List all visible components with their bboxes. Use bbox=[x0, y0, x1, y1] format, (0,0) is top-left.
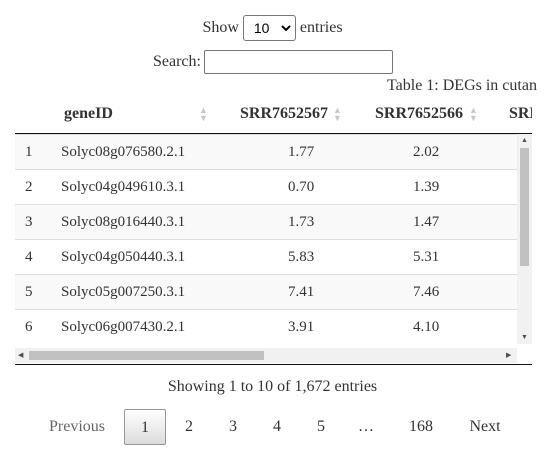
value-cell: 1.39 bbox=[413, 179, 440, 195]
page-button-3[interactable]: 3 bbox=[229, 418, 237, 435]
value-cell: 7.41 bbox=[288, 284, 315, 300]
scroll-right-icon[interactable]: ▶ bbox=[506, 351, 512, 359]
scroll-left-icon[interactable]: ◀ bbox=[18, 351, 24, 359]
table-bottom-border bbox=[15, 364, 532, 365]
row-index: 5 bbox=[25, 284, 33, 300]
page-button-4[interactable]: 4 bbox=[273, 418, 281, 435]
column-header-geneid[interactable]: geneID bbox=[64, 105, 113, 122]
gene-id-cell: Solyc04g050440.3.1 bbox=[61, 249, 186, 265]
search-label: Search: bbox=[153, 53, 201, 70]
data-table: geneID ▲ ▼ SRR7652567 ▲ ▼ SRR7652566 ▲ ▼ SR… bbox=[15, 95, 532, 365]
page-button-5[interactable]: 5 bbox=[317, 418, 325, 435]
search-input[interactable] bbox=[203, 50, 393, 74]
value-cell: 4.10 bbox=[413, 319, 440, 335]
value-cell: 1.47 bbox=[413, 214, 440, 230]
search-control: Search: bbox=[153, 50, 393, 74]
previous-button[interactable]: Previous bbox=[49, 418, 105, 435]
table-row[interactable]: 4 Solyc04g050440.3.1 5.83 5.31 bbox=[15, 239, 517, 274]
chevron-down-icon bbox=[281, 24, 291, 31]
horizontal-scrollbar[interactable]: ◀ ▶ bbox=[15, 348, 517, 363]
table-info: Showing 1 to 10 of 1,672 entries bbox=[167, 378, 378, 395]
table-row[interactable]: 2 Solyc04g049610.3.1 0.70 1.39 bbox=[15, 169, 517, 204]
row-index: 4 bbox=[25, 249, 33, 265]
length-label: Show 10 entries bbox=[202, 15, 343, 41]
table-row[interactable]: 3 Solyc08g016440.3.1 1.73 1.47 bbox=[15, 204, 517, 239]
row-index: 2 bbox=[25, 179, 33, 195]
page-ellipsis: … bbox=[358, 418, 374, 435]
value-cell: 0.70 bbox=[288, 179, 315, 195]
gene-id-cell: Solyc05g007250.3.1 bbox=[61, 284, 186, 300]
page-button-1[interactable]: 1 bbox=[124, 409, 166, 445]
horizontal-scroll-thumb[interactable] bbox=[29, 351, 264, 360]
show-text: Show bbox=[202, 19, 239, 36]
gene-id-cell: Solyc08g076580.2.1 bbox=[61, 144, 186, 160]
entries-per-page-value: 10 bbox=[253, 20, 270, 36]
pagination: Previous 1 2 3 4 5 … 168 Next bbox=[0, 409, 545, 445]
value-cell: 3.91 bbox=[288, 319, 315, 335]
page-button-2[interactable]: 2 bbox=[185, 418, 193, 435]
vertical-scrollbar[interactable]: ▲ ▼ bbox=[517, 134, 532, 344]
page-button-168[interactable]: 168 bbox=[409, 418, 433, 435]
gene-id-cell: Solyc06g007430.2.1 bbox=[61, 319, 186, 335]
column-header-srr7652566[interactable]: SRR7652566 bbox=[375, 105, 464, 122]
column-header-srr7652567[interactable]: SRR7652567 bbox=[240, 105, 329, 122]
vertical-scroll-thumb[interactable] bbox=[520, 148, 529, 266]
row-index: 6 bbox=[25, 319, 33, 335]
column-header-index[interactable] bbox=[15, 95, 55, 133]
table-row[interactable]: 5 Solyc05g007250.3.1 7.41 7.46 bbox=[15, 274, 517, 309]
gene-id-cell: Solyc04g049610.3.1 bbox=[61, 179, 186, 195]
column-header-srr-truncated[interactable]: SRR bbox=[509, 105, 532, 122]
value-cell: 1.73 bbox=[288, 214, 315, 230]
gene-id-cell: Solyc08g016440.3.1 bbox=[61, 214, 186, 230]
table-caption: Table 1: DEGs in cutan bbox=[387, 77, 537, 94]
sort-icon[interactable]: ▲ ▼ bbox=[469, 105, 478, 123]
table-header: geneID ▲ ▼ SRR7652567 ▲ ▼ SRR7652566 ▲ ▼ SR… bbox=[15, 95, 532, 134]
length-control: Show 10 entries bbox=[0, 15, 545, 41]
next-button[interactable]: Next bbox=[469, 418, 501, 435]
value-cell: 5.31 bbox=[413, 249, 440, 265]
entries-text: entries bbox=[299, 19, 343, 36]
entries-per-page-select[interactable]: 10 bbox=[242, 15, 296, 41]
scroll-down-icon[interactable]: ▼ bbox=[521, 333, 528, 341]
value-cell: 1.77 bbox=[288, 144, 315, 160]
value-cell: 2.02 bbox=[413, 144, 440, 160]
row-index: 1 bbox=[25, 144, 33, 160]
table-row[interactable]: 6 Solyc06g007430.2.1 3.91 4.10 bbox=[15, 309, 517, 344]
value-cell: 7.46 bbox=[413, 284, 440, 300]
row-index: 3 bbox=[25, 214, 33, 230]
table-row[interactable]: 1 Solyc08g076580.2.1 1.77 2.02 bbox=[15, 134, 517, 169]
table-body: 1 Solyc08g076580.2.1 1.77 2.02 2 Solyc04… bbox=[15, 134, 517, 344]
sort-icon[interactable]: ▲ ▼ bbox=[199, 105, 208, 123]
sort-icon[interactable]: ▲ ▼ bbox=[333, 105, 342, 123]
value-cell: 5.83 bbox=[288, 249, 315, 265]
scroll-up-icon[interactable]: ▲ bbox=[521, 136, 528, 144]
